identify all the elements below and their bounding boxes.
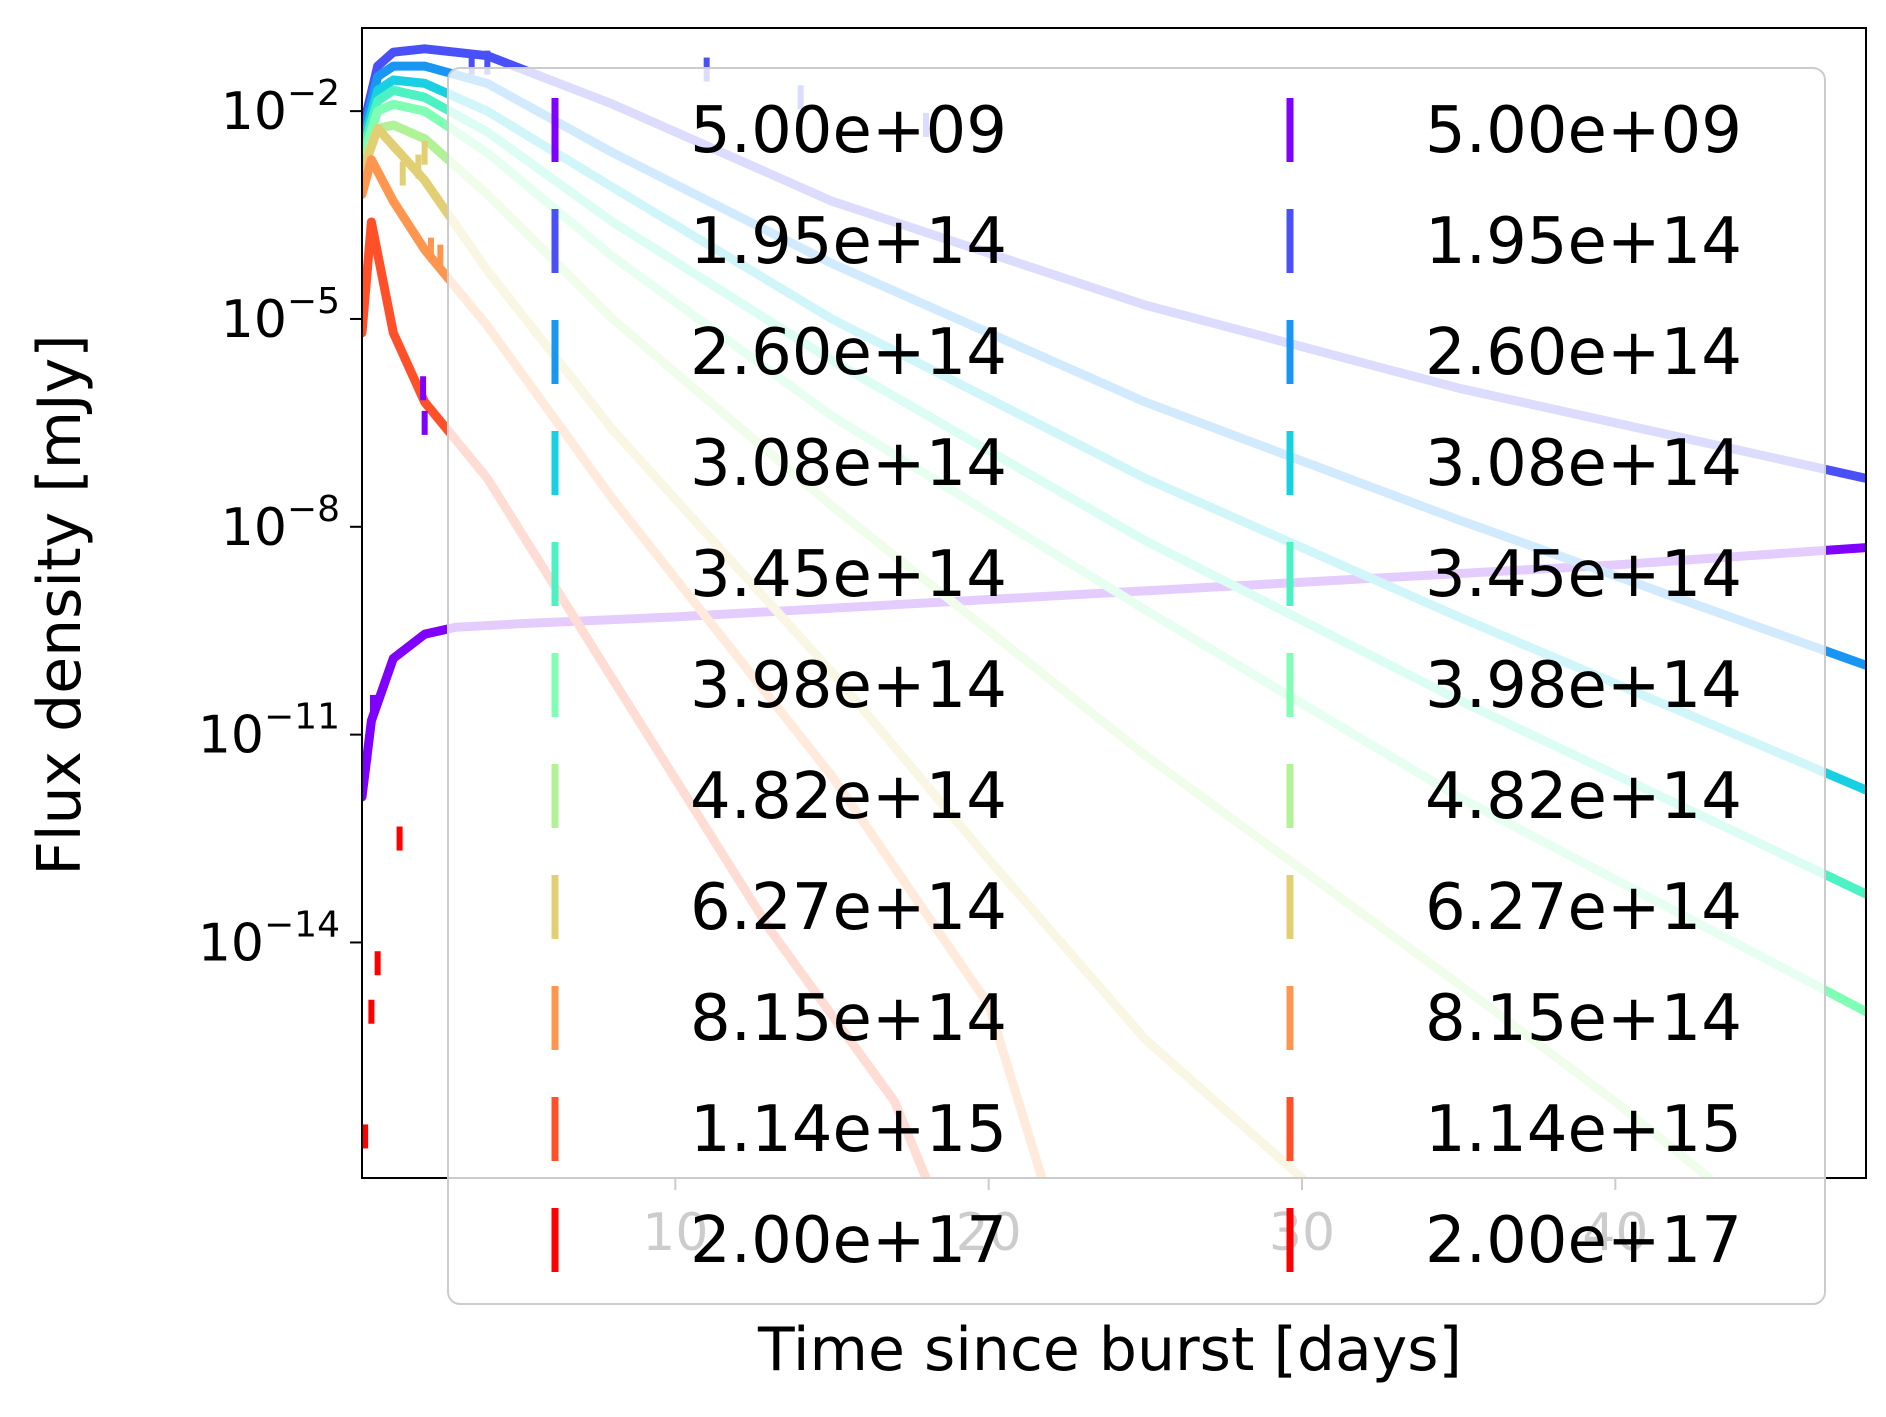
legend-label: 4.82e+14	[690, 760, 1007, 834]
observation-marker	[396, 826, 403, 851]
legend-label: 1.14e+15	[1425, 1093, 1742, 1167]
legend-label: 6.27e+14	[690, 871, 1007, 945]
legend-label: 1.14e+15	[690, 1093, 1007, 1167]
legend-label: 8.15e+14	[690, 982, 1007, 1056]
observation-marker	[374, 951, 381, 976]
observation-marker	[369, 694, 376, 719]
legend-label: 3.98e+14	[1425, 649, 1742, 723]
observation-marker	[362, 1124, 369, 1149]
observation-marker	[437, 244, 444, 269]
legend-label: 3.08e+14	[1425, 427, 1742, 501]
y-axis-label: Flux density [mJy]	[25, 334, 95, 875]
legend-label: 5.00e+09	[1425, 94, 1742, 168]
legend-label: 3.98e+14	[690, 649, 1007, 723]
observation-marker	[427, 237, 434, 262]
legend-label: 8.15e+14	[1425, 982, 1742, 1056]
observation-marker	[421, 140, 428, 165]
observation-marker	[484, 50, 491, 75]
legend-label: 2.00e+17	[1425, 1204, 1742, 1278]
observation-marker	[399, 161, 406, 186]
legend-label: 5.00e+09	[690, 94, 1007, 168]
legend-label: 3.45e+14	[1425, 538, 1742, 612]
y-tick-label: 10−11	[198, 697, 340, 766]
observation-marker	[468, 50, 475, 75]
observation-marker	[421, 410, 428, 435]
legend-label: 6.27e+14	[1425, 871, 1742, 945]
legend-label: 2.60e+14	[690, 316, 1007, 390]
x-axis-label: Time since burst [days]	[757, 1315, 1462, 1385]
legend: 5.00e+09 1.95e+14 2.60e+14 3.08e+14 3.45e+14…	[447, 67, 1826, 1305]
y-tick-label: 10−5	[221, 281, 340, 350]
legend-label: 3.45e+14	[690, 538, 1007, 612]
observation-marker	[420, 376, 427, 401]
legend-label: 2.00e+17	[690, 1204, 1007, 1278]
legend-label: 4.82e+14	[1425, 760, 1742, 834]
y-tick-label: 10−2	[221, 73, 340, 142]
legend-label: 1.95e+14	[690, 205, 1007, 279]
observation-marker	[365, 736, 372, 761]
legend-label: 1.95e+14	[1425, 205, 1742, 279]
observation-marker	[415, 154, 422, 179]
legend-label: 2.60e+14	[1425, 316, 1742, 390]
y-tick-label: 10−14	[198, 904, 340, 973]
observation-marker	[368, 999, 375, 1024]
legend-box	[447, 67, 1826, 1305]
y-tick-label: 10−8	[221, 489, 340, 558]
legend-label: 3.08e+14	[690, 427, 1007, 501]
y-axis-ticks: 10−2 10−5 10−8 10−11 10−14	[198, 73, 362, 973]
